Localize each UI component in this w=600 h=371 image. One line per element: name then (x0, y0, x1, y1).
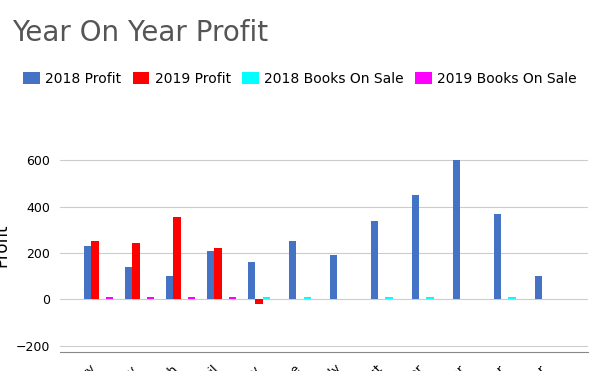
Bar (106, 298, 113, 299)
Bar (188, 298, 196, 299)
Bar (289, 242, 296, 299)
Bar (371, 221, 378, 299)
Bar (173, 217, 181, 299)
Bar (304, 298, 311, 299)
Bar (508, 298, 515, 299)
Text: Year On Year Profit: Year On Year Profit (12, 19, 268, 46)
Bar (494, 214, 501, 299)
Bar (412, 195, 419, 299)
Bar (330, 255, 337, 299)
Legend: 2018 Profit, 2019 Profit, 2018 Books On Sale, 2019 Books On Sale: 2018 Profit, 2019 Profit, 2018 Books On … (17, 66, 583, 91)
Bar (147, 298, 154, 299)
Bar (166, 276, 173, 299)
Bar (248, 262, 255, 299)
Bar (229, 298, 236, 299)
Bar (84, 246, 91, 299)
Bar (214, 248, 221, 299)
Bar (133, 243, 140, 299)
Bar (263, 298, 270, 299)
Bar (91, 242, 99, 299)
Bar (535, 276, 542, 299)
Bar (125, 267, 133, 299)
Bar (452, 160, 460, 299)
Bar (255, 299, 263, 304)
Bar (427, 298, 434, 299)
Bar (207, 251, 214, 299)
Bar (385, 298, 393, 299)
Y-axis label: Profit: Profit (0, 223, 10, 267)
